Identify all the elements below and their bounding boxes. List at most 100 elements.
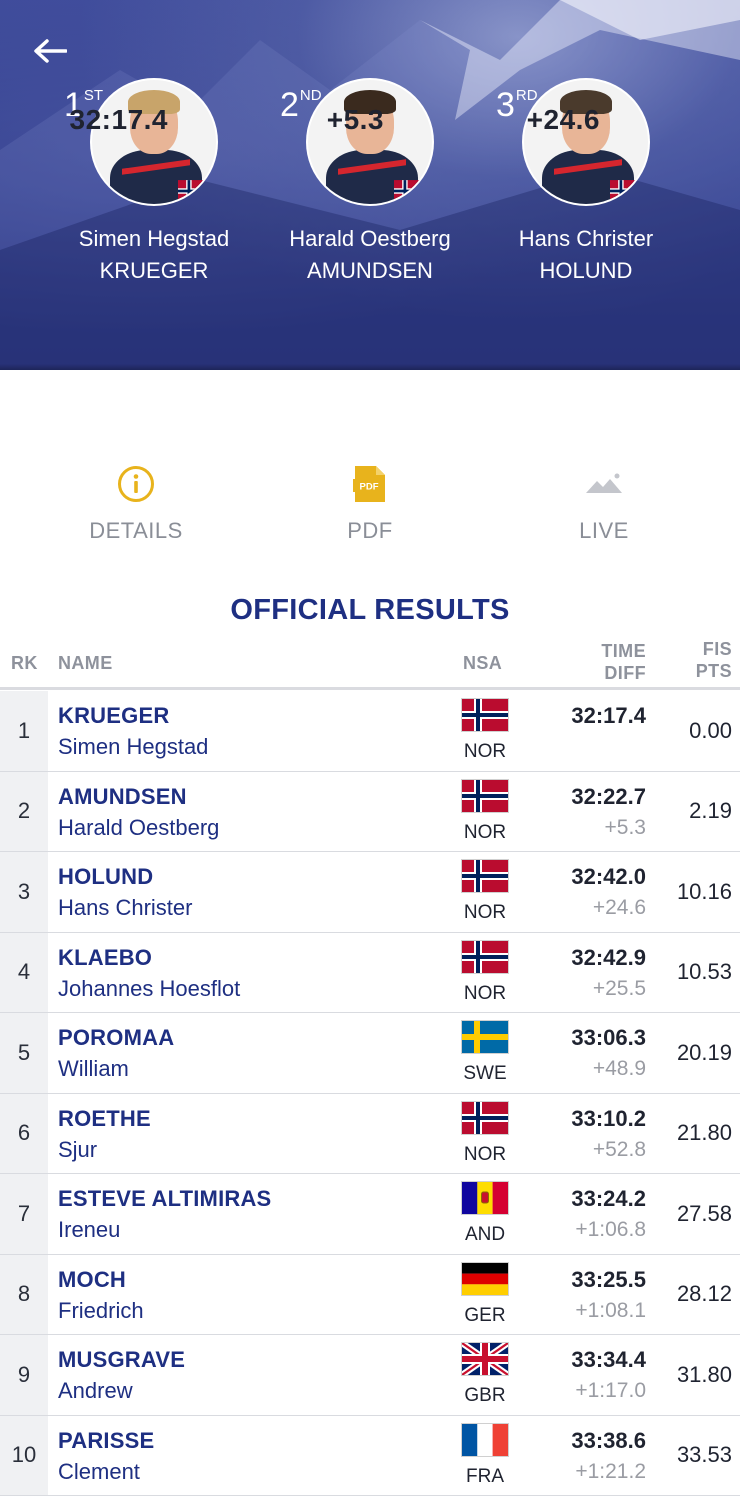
nation-code: GER	[464, 1304, 506, 1326]
info-icon	[118, 466, 154, 502]
pdf-label: PDF	[347, 518, 393, 543]
finish-time: 32:17.4	[571, 703, 646, 728]
result-row[interactable]: 9 MUSGRAVE Andrew GBR 33:34.4 +1:17.0 31…	[0, 1335, 740, 1416]
athlete-last-name: MUSGRAVE	[58, 1347, 186, 1372]
podium-first[interactable]: 1ST 32:17.4 Simen Hegstad KRUEGER	[46, 78, 262, 284]
finish-time: 32:42.9	[571, 944, 646, 970]
finish-time: 33:25.5	[571, 1266, 646, 1292]
rank: 10	[0, 1415, 48, 1495]
rank: 1	[0, 691, 48, 771]
rank: 9	[0, 1335, 48, 1415]
mountain-icon	[586, 473, 622, 493]
nation-code: NOR	[463, 741, 507, 762]
podium-last-name: KRUEGER	[99, 258, 209, 283]
pdf-button[interactable]: PDF PDF	[280, 462, 460, 544]
results-table-header: RK NAME NSA TIME DIFF FIS PTS	[0, 636, 740, 690]
result-row[interactable]: 8 MOCH Friedrich GER 33:25.5 +1:08.1 28.…	[0, 1254, 740, 1335]
result-row[interactable]: 5 POROMAA William SWE 33:06.3 +48.9 20.1…	[0, 1013, 740, 1094]
svg-text:PDF: PDF	[360, 482, 379, 493]
result-row[interactable]: 10 PARISSE Clement FRA 33:38.6 +1:21.2 3…	[0, 1415, 740, 1496]
athlete-last-name: ROETHE	[58, 1105, 151, 1131]
rank: 7	[0, 1174, 48, 1254]
athlete-last-name: PARISSE	[58, 1427, 155, 1453]
athlete-last-name: KRUEGER	[58, 703, 170, 728]
podium-first-name: Harald Oestberg	[289, 226, 451, 251]
fis-points: 28.12	[676, 1281, 732, 1307]
podium-last-name: AMUNDSEN	[307, 258, 433, 283]
avatar	[90, 78, 218, 206]
podium-time: 32:17.4	[69, 104, 168, 135]
finish-time: 33:24.2	[571, 1186, 646, 1211]
swe-flag-icon	[462, 1021, 508, 1053]
athlete-first-name: Andrew	[58, 1378, 133, 1403]
nation-code: NOR	[463, 902, 507, 923]
athlete-last-name: HOLUND	[58, 864, 154, 889]
avatar	[522, 78, 650, 206]
nation-code: SWE	[463, 1063, 507, 1084]
action-bar: DETAILS PDF PDF LIVE	[0, 462, 740, 552]
column-name: NAME	[58, 653, 113, 673]
podium-last-name: HOLUND	[539, 258, 633, 283]
time-diff: +5.3	[604, 815, 646, 839]
finish-time: 33:06.3	[571, 1025, 646, 1050]
result-row[interactable]: 2 AMUNDSEN Harald Oestberg NOR 32:22.7 +…	[0, 771, 740, 852]
arrow-left-icon	[34, 39, 67, 63]
athlete-last-name: MOCH	[58, 1266, 127, 1292]
finish-time: 32:42.0	[571, 864, 646, 889]
rank: 6	[0, 1093, 48, 1173]
fis-points: 20.19	[676, 1039, 732, 1065]
podium-second[interactable]: 2ND +5.3 Harald Oestberg AMUNDSEN	[262, 78, 478, 284]
athlete-last-name: ESTEVE ALTIMIRAS	[58, 1186, 272, 1211]
nation-code: GBR	[464, 1385, 506, 1406]
athlete-first-name: Simen Hegstad	[58, 734, 209, 759]
nation-code: NOR	[463, 821, 507, 843]
time-diff: +1:08.1	[575, 1298, 646, 1322]
norway-flag-icon	[394, 180, 424, 202]
athlete-first-name: Ireneu	[58, 1217, 121, 1242]
time-diff: +24.6	[592, 896, 646, 919]
athlete-last-name: AMUNDSEN	[58, 783, 187, 809]
fis-points: 0.00	[689, 717, 732, 743]
finish-time: 33:34.4	[571, 1347, 646, 1372]
norway-flag-icon	[610, 180, 640, 202]
rank: 8	[0, 1254, 48, 1334]
column-fis-pts: FIS PTS	[695, 639, 732, 681]
result-row[interactable]: 3 HOLUND Hans Christer NOR 32:42.0 +24.6…	[0, 852, 740, 933]
column-rk: RK	[11, 653, 38, 673]
and-flag-icon	[462, 1182, 508, 1214]
results-list: 1 KRUEGER Simen Hegstad NOR 32:17.4 0.00…	[0, 691, 740, 1496]
nor-flag-icon	[462, 940, 508, 973]
athlete-first-name: Sjur	[58, 1136, 98, 1162]
podium-third[interactable]: 3RD +24.6 Hans Christer HOLUND	[478, 78, 694, 284]
athlete-first-name: Hans Christer	[58, 895, 193, 920]
result-row[interactable]: 1 KRUEGER Simen Hegstad NOR 32:17.4 0.00	[0, 691, 740, 772]
live-button[interactable]: LIVE	[514, 462, 694, 544]
fis-points: 10.53	[676, 959, 732, 985]
details-button[interactable]: DETAILS	[46, 462, 226, 544]
gbr-flag-icon	[462, 1343, 508, 1375]
finish-time: 32:22.7	[571, 783, 646, 809]
hair	[128, 90, 180, 114]
result-row[interactable]: 6 ROETHE Sjur NOR 33:10.2 +52.8 21.80	[0, 1093, 740, 1174]
avatar	[306, 78, 434, 206]
athlete-first-name: Clement	[58, 1458, 140, 1484]
result-row[interactable]: 4 KLAEBO Johannes Hoesflot NOR 32:42.9 +…	[0, 932, 740, 1013]
athlete-first-name: Friedrich	[58, 1297, 144, 1323]
ger-flag-icon	[462, 1262, 508, 1295]
back-button[interactable]	[30, 34, 70, 68]
time-diff: +1:06.8	[575, 1218, 646, 1241]
podium-first-name: Hans Christer	[518, 226, 654, 251]
nor-flag-icon	[462, 699, 508, 731]
podium-first-name: Simen Hegstad	[78, 226, 230, 251]
norway-flag-icon	[178, 180, 208, 202]
result-row[interactable]: 7 ESTEVE ALTIMIRAS Ireneu AND 33:24.2 +1…	[0, 1174, 740, 1255]
athlete-first-name: Harald Oestberg	[58, 814, 220, 840]
fis-points: 21.80	[676, 1120, 732, 1146]
rank: 5	[0, 1013, 48, 1093]
fis-points: 27.58	[676, 1200, 732, 1226]
rank: 3	[0, 852, 48, 932]
time-diff: +25.5	[592, 976, 646, 1000]
athlete-first-name: William	[58, 1056, 129, 1081]
time-diff: +52.8	[592, 1137, 646, 1161]
nor-flag-icon	[462, 1101, 508, 1134]
